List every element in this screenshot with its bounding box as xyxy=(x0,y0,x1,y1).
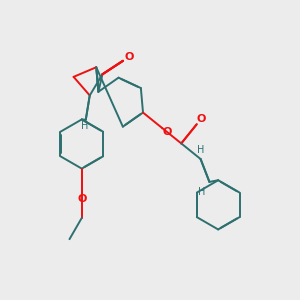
Text: O: O xyxy=(77,194,86,204)
Text: O: O xyxy=(197,113,206,124)
Text: O: O xyxy=(162,127,172,137)
Text: O: O xyxy=(124,52,134,62)
Text: H: H xyxy=(197,145,204,155)
Text: H: H xyxy=(198,187,206,197)
Text: H: H xyxy=(81,121,88,131)
